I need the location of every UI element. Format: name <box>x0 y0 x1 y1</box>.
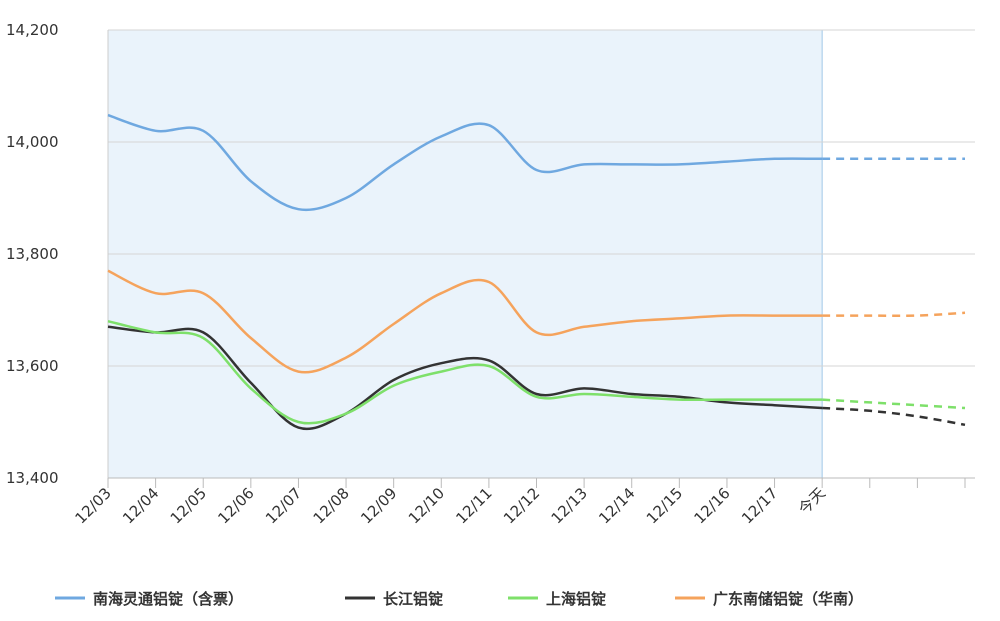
forecast-line <box>822 406 966 427</box>
legend-label: 南海灵通铝锭（含票） <box>93 590 243 608</box>
y-tick-label: 14,000 <box>6 133 59 151</box>
x-tick-label: 12/11 <box>452 484 495 527</box>
y-tick-label: 14,200 <box>6 21 59 39</box>
legend-label: 广东南储铝锭（华南） <box>713 590 863 608</box>
y-tick-label: 13,600 <box>6 357 59 375</box>
series-line <box>107 269 823 374</box>
x-tick-label: 12/05 <box>167 484 210 527</box>
x-tick-label: 12/14 <box>595 484 638 527</box>
x-tick-label: 12/06 <box>214 484 257 527</box>
x-tick-label: 12/08 <box>310 484 353 527</box>
series-line <box>107 113 823 212</box>
series-line <box>107 319 823 425</box>
x-tick-label: 12/12 <box>500 484 543 527</box>
x-tick-label: 12/10 <box>405 484 448 527</box>
x-tick-label: 12/03 <box>72 484 115 527</box>
x-tick-label: 12/17 <box>738 484 781 527</box>
x-tick-label: 12/16 <box>690 484 733 527</box>
forecast-line <box>822 311 966 318</box>
legend-label: 长江铝锭 <box>383 590 443 608</box>
y-tick-label: 13,800 <box>6 245 59 263</box>
x-tick-label: 今天 <box>795 484 829 518</box>
x-tick-label: 12/07 <box>262 484 305 527</box>
legend-label: 上海铝锭 <box>546 590 606 608</box>
x-tick-label: 12/13 <box>548 484 591 527</box>
x-tick-label: 12/15 <box>643 484 686 527</box>
x-tick-label: 12/09 <box>357 484 400 527</box>
x-tick-label: 12/04 <box>119 484 162 527</box>
forecast-line <box>822 398 966 410</box>
y-tick-label: 13,400 <box>6 469 59 487</box>
